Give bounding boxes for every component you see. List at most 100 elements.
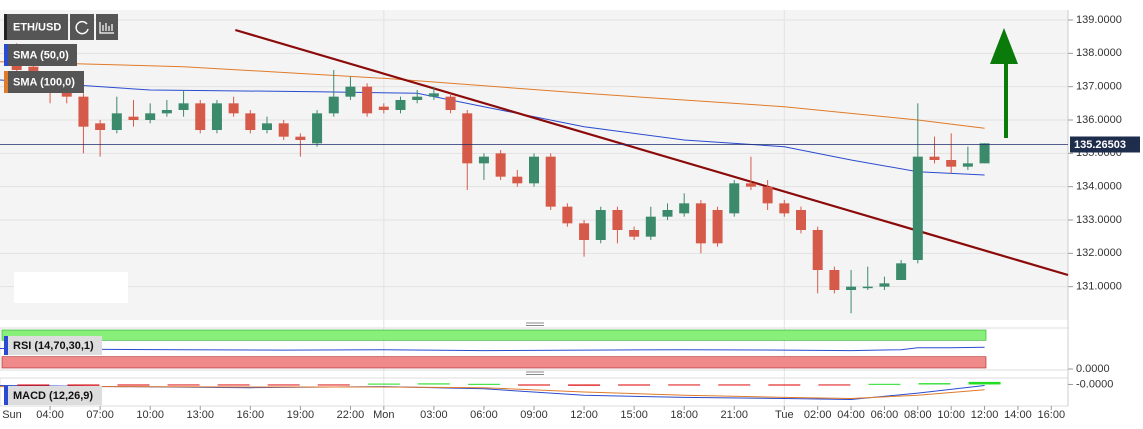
candle-body [462,113,473,164]
x-tick-label: 09:00 [520,409,548,421]
x-tick-label: 13:00 [186,409,214,421]
candle-body [295,136,306,140]
candle-body [712,210,723,244]
x-tick-label: Tue [775,409,794,421]
histogram-bar [518,384,550,386]
candle-body [328,96,339,114]
pane-handle[interactable] [526,322,544,375]
candle-body [979,143,990,164]
x-tick-label: 04:00 [837,409,865,421]
candle-body [929,156,940,160]
candle-body [395,100,406,110]
histogram-bar [267,384,300,386]
candle-body [428,93,439,97]
legend-box[interactable] [4,71,84,93]
trendline [234,28,1069,277]
y-tick-label: 139.0000 [1076,14,1122,26]
candle-body [695,203,706,244]
candle-body [812,230,823,270]
oversold-band [1,356,987,369]
y-tick-label: 138.0000 [1076,47,1122,59]
x-tick-label: 16:00 [237,409,265,421]
candle-body [128,116,139,120]
histogram-bar [568,384,601,386]
candle-body [562,206,573,224]
candle-body [145,113,156,120]
candle-body [178,103,189,110]
candle-body [595,210,606,240]
x-tick-label: 12:00 [570,409,598,421]
up-arrow [990,28,1018,138]
y-tick-label: 133.0000 [1076,214,1122,226]
settings-icon [99,22,114,34]
x-tick-label: Sun [2,409,22,421]
histogram-bar [818,384,851,386]
symbol-stripe [4,14,7,40]
candle-body [445,96,456,110]
histogram-bar [17,384,50,386]
rsi-line [0,346,985,352]
candle-body [161,110,172,114]
candle-body [645,216,656,237]
x-tick-label: 10:00 [937,409,965,421]
indicator-swatch [4,336,8,355]
x-tick-label: 16:00 [1038,409,1066,421]
histogram-bar [217,384,250,386]
candle-body [762,186,773,204]
x-tick-label: 12:00 [971,409,999,421]
indicator-box[interactable] [4,386,102,405]
histogram-bar [317,384,350,386]
histogram-bar [467,383,500,385]
legend-label: SMA (100,0) [13,76,75,88]
candle-body [612,210,623,230]
x-tick-label: 18:00 [670,409,698,421]
candle-body [412,96,423,100]
histogram-bar [618,384,651,386]
indicator-label: MACD (12,26,9) [13,390,93,402]
candle-body [312,113,323,144]
candle-body [629,230,640,237]
x-tick-label: 08:00 [904,409,932,421]
x-tick-label: 03:00 [420,409,448,421]
candle-body [78,96,89,127]
x-tick-label: 02:00 [804,409,832,421]
x-tick-label: 14:00 [1004,409,1032,421]
indicator-box[interactable] [4,336,102,355]
histogram-bar [768,384,801,386]
candle-body [378,106,389,110]
candle-body [579,223,590,240]
x-tick-label: 10:00 [136,409,164,421]
indicator-label: RSI (14,70,30,1) [13,340,94,352]
legend-label: SMA (50,0) [13,49,69,61]
x-tick-label: Mon [373,409,394,421]
legend-box[interactable] [4,44,77,66]
refresh-icon [75,20,89,35]
candle-body [829,270,840,290]
y-tick-label: 0.0000 [1076,363,1110,375]
histogram-bar [918,383,951,385]
y-tick-label: 137.0000 [1076,81,1122,93]
histogram-bar [968,381,1001,385]
candle-body [912,156,923,260]
candle-body [362,86,373,114]
candle-body [512,176,523,184]
candle-body [896,263,907,280]
candle-body [195,103,206,130]
x-tick-label: 15:00 [620,409,648,421]
refresh-button[interactable] [70,14,94,40]
x-tick-label: 04:00 [36,409,64,421]
candle-body [262,123,272,130]
histogram-bar [718,384,751,386]
x-tick-label: 19:00 [287,409,315,421]
candle-body [779,203,790,214]
histogram-bar [117,384,150,386]
y-tick-label: 134.0000 [1076,181,1122,193]
candle-body [278,123,289,137]
symbol-button[interactable] [4,14,68,40]
last-price-box [1070,136,1140,153]
settings-button[interactable] [96,14,118,40]
legend-swatch [4,71,8,93]
blank-box [14,272,128,303]
candle-body [745,183,756,187]
